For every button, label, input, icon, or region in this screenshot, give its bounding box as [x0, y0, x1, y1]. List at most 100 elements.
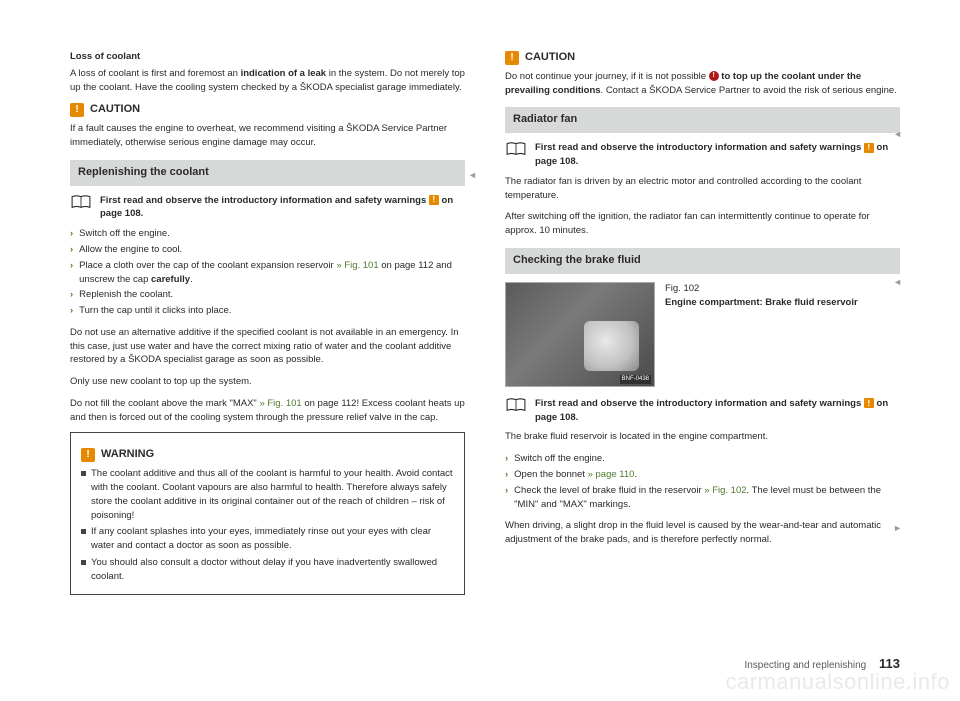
- radiator-para1: The radiator fan is driven by an electri…: [505, 175, 900, 203]
- text-bold: carefully: [151, 274, 190, 285]
- caution-label: CAUTION: [525, 50, 575, 66]
- right-column: ! CAUTION Do not continue your journey, …: [505, 50, 900, 595]
- page: Loss of coolant A loss of coolant is fir…: [0, 0, 960, 625]
- coolant-warning-icon: !: [709, 71, 719, 81]
- warning-bullets: The coolant additive and thus all of the…: [81, 467, 454, 583]
- driving-note-para: When driving, a slight drop in the fluid…: [505, 519, 900, 547]
- warning-item: If any coolant splashes into your eyes, …: [81, 525, 454, 553]
- do-not-fill-para: Do not fill the coolant above the mark "…: [70, 397, 465, 425]
- chevron-icon: ›: [70, 243, 73, 257]
- chevron-icon: ›: [70, 288, 73, 302]
- figure-block: BNF-0438 Fig. 102 Engine compartment: Br…: [505, 282, 900, 387]
- watermark: carmanualsonline.info: [725, 669, 950, 695]
- loss-paragraph: A loss of coolant is first and foremost …: [70, 67, 465, 95]
- step-item: › Place a cloth over the cap of the coola…: [70, 259, 465, 287]
- continuation-marker-icon: ◄: [893, 128, 902, 141]
- section-bar-brakefluid: Checking the brake fluid: [505, 248, 900, 274]
- warning-label: WARNING: [101, 447, 154, 463]
- warning-box: ! WARNING The coolant additive and thus …: [70, 432, 465, 595]
- caution-icon: !: [505, 51, 519, 65]
- continuation-marker-icon: ◄: [893, 276, 902, 289]
- text: Place a cloth over the cap of the coolan…: [79, 260, 336, 271]
- step-item: › Allow the engine to cool.: [70, 243, 465, 257]
- step-text: Switch off the engine.: [79, 227, 170, 241]
- caution-icon: !: [70, 103, 84, 117]
- figure-link[interactable]: » Fig. 102: [704, 485, 746, 496]
- warning-icon: !: [81, 448, 95, 462]
- step-text: Place a cloth over the cap of the coolan…: [79, 259, 465, 287]
- text: First read and observe the introductory …: [535, 398, 864, 409]
- figure-link[interactable]: » Fig. 101: [259, 398, 301, 409]
- square-bullet-icon: [81, 471, 86, 476]
- square-bullet-icon: [81, 529, 86, 534]
- text: First read and observe the introductory …: [535, 142, 864, 153]
- step-item: ›Switch off the engine.: [505, 452, 900, 466]
- continuation-marker-icon: ◄: [468, 170, 477, 180]
- read-first-text: First read and observe the introductory …: [535, 141, 900, 169]
- read-first-block: First read and observe the introductory …: [505, 397, 900, 425]
- caution-header: ! CAUTION: [505, 50, 900, 66]
- step-item: › Check the level of brake fluid in the r…: [505, 484, 900, 512]
- read-first-block: First read and observe the introductory …: [70, 194, 465, 222]
- warning-text: If any coolant splashes into your eyes, …: [91, 525, 454, 553]
- warning-text: You should also consult a doctor without…: [91, 556, 454, 584]
- warning-item: The coolant additive and thus all of the…: [81, 467, 454, 522]
- step-text: Replenish the coolant.: [79, 288, 173, 302]
- brake-located-para: The brake fluid reservoir is located in …: [505, 430, 900, 444]
- text-bold: indication of a leak: [241, 68, 327, 79]
- caution-label: CAUTION: [90, 102, 140, 118]
- only-new-para: Only use new coolant to top up the syste…: [70, 375, 465, 389]
- figure-title: Engine compartment: Brake fluid reservoi…: [665, 296, 858, 310]
- section-bar-radiator: Radiator fan: [505, 107, 900, 133]
- left-column: Loss of coolant A loss of coolant is fir…: [70, 50, 465, 595]
- step-text: Open the bonnet » page 110.: [514, 468, 637, 482]
- open-book-icon: [505, 397, 527, 413]
- loss-heading: Loss of coolant: [70, 50, 465, 64]
- open-book-icon: [505, 141, 527, 157]
- warning-item: You should also consult a doctor without…: [81, 556, 454, 584]
- steps-list: ›Switch off the engine. ›Open the bonnet…: [505, 452, 900, 511]
- page-link[interactable]: » page 110: [588, 469, 635, 480]
- warning-triangle-icon: !: [864, 143, 874, 153]
- figure-image: BNF-0438: [505, 282, 655, 387]
- warning-header: ! WARNING: [81, 447, 454, 463]
- read-first-block: First read and observe the introductory …: [505, 141, 900, 169]
- figure-link[interactable]: » Fig. 101: [336, 260, 378, 271]
- warning-triangle-icon: !: [864, 398, 874, 408]
- chevron-icon: ›: [505, 468, 508, 482]
- read-first-text: First read and observe the introductory …: [100, 194, 465, 222]
- step-item: › Turn the cap until it clicks into place…: [70, 304, 465, 318]
- text: Open the bonnet: [514, 469, 587, 480]
- square-bullet-icon: [81, 560, 86, 565]
- chevron-icon: ›: [70, 259, 73, 287]
- step-text: Switch off the engine.: [514, 452, 605, 466]
- figure-caption: Fig. 102 Engine compartment: Brake fluid…: [665, 282, 858, 387]
- warning-text: The coolant additive and thus all of the…: [91, 467, 454, 522]
- step-text: Allow the engine to cool.: [79, 243, 182, 257]
- text: Check the level of brake fluid in the re…: [514, 485, 704, 496]
- text: Do not fill the coolant above the mark "…: [70, 398, 259, 409]
- text: A loss of coolant is first and foremost …: [70, 68, 241, 79]
- step-item: › Replenish the coolant.: [70, 288, 465, 302]
- step-text: Turn the cap until it clicks into place.: [79, 304, 231, 318]
- figure-ref-label: BNF-0438: [620, 375, 651, 384]
- steps-list: › Switch off the engine. › Allow the engin…: [70, 227, 465, 318]
- warning-triangle-icon: !: [429, 195, 439, 205]
- caution-text: If a fault causes the engine to overheat…: [70, 122, 465, 150]
- alt-additive-para: Do not use an alternative additive if th…: [70, 326, 465, 367]
- radiator-para2: After switching off the ignition, the ra…: [505, 210, 900, 238]
- caution-header: ! CAUTION: [70, 102, 465, 118]
- open-book-icon: [70, 194, 92, 210]
- caution-text: Do not continue your journey, if it is n…: [505, 70, 900, 98]
- figure-number: Fig. 102: [665, 282, 858, 296]
- chevron-icon: ›: [70, 304, 73, 318]
- step-item: › Switch off the engine.: [70, 227, 465, 241]
- text: Do not continue your journey, if it is n…: [505, 71, 709, 82]
- chevron-icon: ›: [505, 484, 508, 512]
- chevron-icon: ›: [70, 227, 73, 241]
- step-item: › Open the bonnet » page 110.: [505, 468, 900, 482]
- read-first-text: First read and observe the introductory …: [535, 397, 900, 425]
- section-bar-replenishing: Replenishing the coolant: [70, 160, 465, 186]
- continuation-marker-icon: ►: [893, 522, 902, 535]
- text: First read and observe the introductory …: [100, 195, 429, 206]
